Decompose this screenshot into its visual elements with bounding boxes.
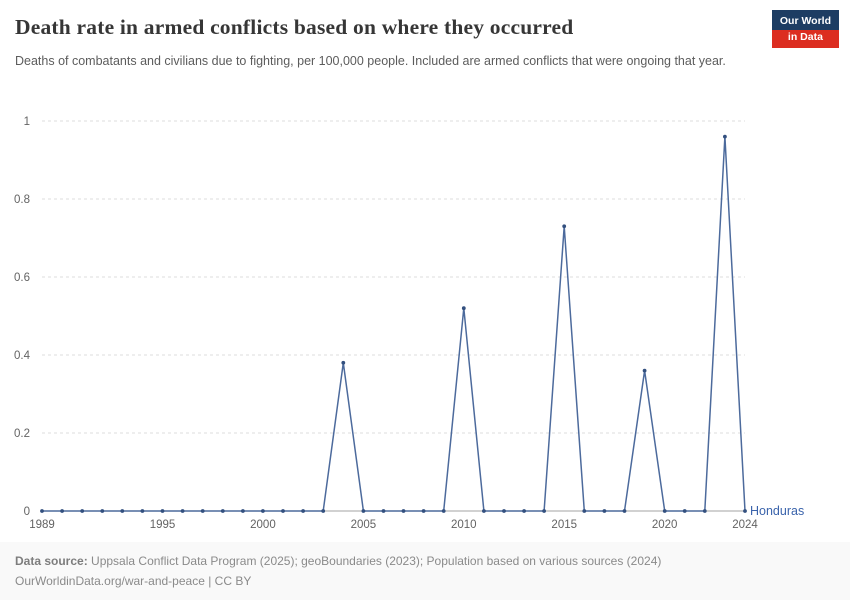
- series-label[interactable]: Honduras: [750, 504, 804, 518]
- data-point[interactable]: [542, 509, 546, 513]
- data-point[interactable]: [602, 509, 607, 513]
- data-point[interactable]: [80, 509, 85, 513]
- data-point[interactable]: [381, 509, 386, 513]
- data-point[interactable]: [642, 368, 647, 373]
- x-tick-label: 2020: [652, 519, 678, 531]
- owid-logo-line2: in Data: [771, 29, 839, 49]
- data-point[interactable]: [160, 509, 165, 513]
- line-chart-canvas: 0 0.2 0.4 0.6 0.8 1 1989 1995 2000 2005 2010 2015 20…: [14, 116, 804, 531]
- data-point[interactable]: [341, 360, 346, 365]
- x-tick-label: 1989: [29, 519, 55, 531]
- chart-subtitle: Deaths of combatants and civilians due t…: [15, 54, 726, 68]
- data-source-label: Data source:: [15, 554, 88, 568]
- data-point[interactable]: [241, 509, 245, 513]
- data-point[interactable]: [40, 509, 44, 513]
- data-point[interactable]: [200, 509, 205, 513]
- data-point[interactable]: [140, 509, 145, 513]
- data-point[interactable]: [682, 509, 687, 513]
- data-point[interactable]: [622, 509, 627, 513]
- data-point[interactable]: [502, 509, 506, 513]
- data-point[interactable]: [100, 509, 105, 513]
- x-tick-label: 2000: [250, 519, 276, 531]
- chart-footer: Data source: Uppsala Conflict Data Progr…: [0, 542, 850, 600]
- license-link[interactable]: OurWorldinData.org/war-and-peace | CC BY: [15, 574, 252, 589]
- data-point[interactable]: [220, 509, 225, 513]
- x-tick-label: 1995: [150, 519, 176, 531]
- x-tick-label: 2024: [732, 519, 758, 531]
- y-tick-label: 0: [24, 506, 30, 518]
- data-point[interactable]: [281, 509, 285, 513]
- data-point[interactable]: [321, 509, 326, 513]
- data-point[interactable]: [743, 509, 747, 513]
- data-point[interactable]: [522, 509, 526, 513]
- owid-logo: Our World in Data: [771, 10, 839, 49]
- x-tick-label: 2005: [351, 519, 377, 531]
- data-point[interactable]: [401, 509, 406, 513]
- data-point[interactable]: [562, 224, 567, 229]
- y-tick-label: 0.8: [14, 194, 30, 206]
- data-point[interactable]: [421, 509, 426, 513]
- x-tick-label: 2010: [451, 519, 477, 531]
- data-source-text: Uppsala Conflict Data Program (2025); ge…: [87, 554, 662, 568]
- data-point[interactable]: [261, 509, 265, 513]
- y-tick-label: 1: [24, 116, 30, 128]
- x-tick-label: 2015: [551, 519, 577, 531]
- data-point[interactable]: [301, 509, 305, 513]
- y-tick-label: 0.4: [14, 350, 31, 362]
- y-tick-label: 0.6: [14, 272, 30, 284]
- data-point[interactable]: [60, 509, 64, 513]
- page-title: Death rate in armed conflicts based on w…: [15, 15, 574, 39]
- data-point[interactable]: [361, 509, 366, 513]
- data-source-line: Data source: Uppsala Conflict Data Progr…: [15, 551, 835, 571]
- owid-logo-line1: Our World: [779, 15, 831, 27]
- series-line: [42, 135, 746, 512]
- data-point[interactable]: [723, 134, 727, 139]
- data-point[interactable]: [120, 509, 125, 513]
- data-point[interactable]: [441, 509, 446, 513]
- data-point[interactable]: [482, 509, 486, 513]
- y-tick-label: 0.2: [14, 428, 30, 440]
- data-point[interactable]: [662, 509, 667, 513]
- data-point[interactable]: [180, 509, 185, 513]
- data-point[interactable]: [582, 509, 587, 513]
- data-point[interactable]: [461, 306, 466, 311]
- data-point[interactable]: [702, 509, 707, 513]
